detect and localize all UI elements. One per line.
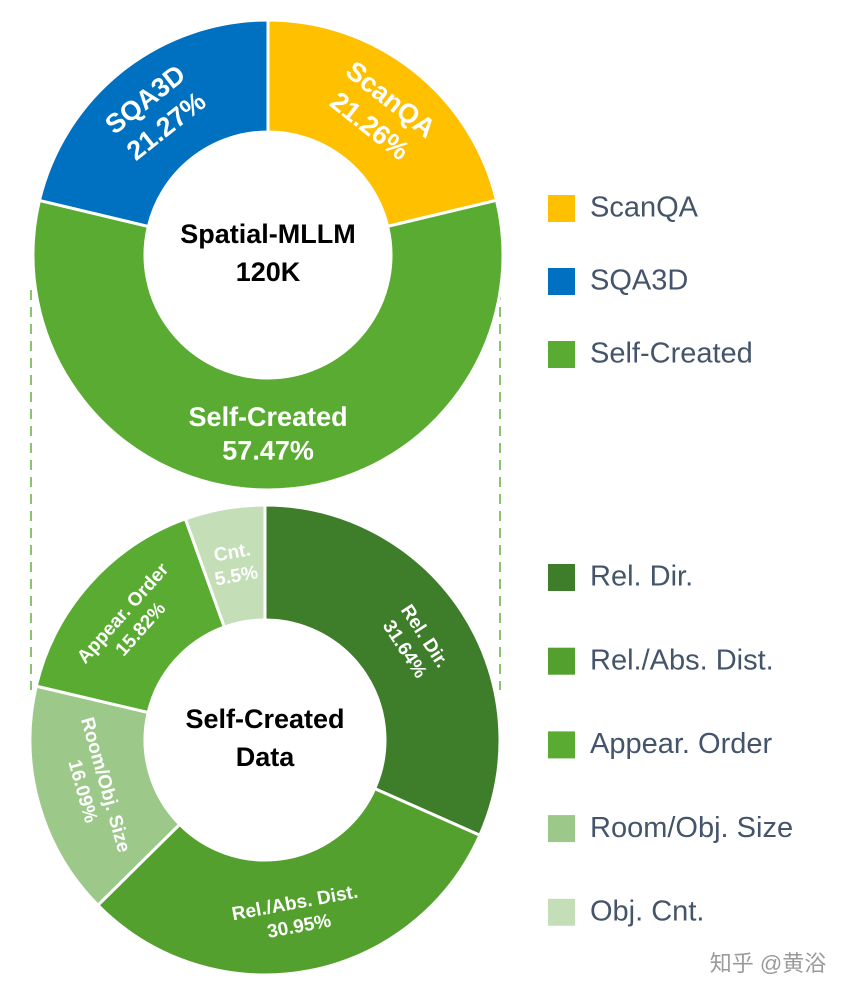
legend-label: Self-Created [590, 338, 753, 370]
donut-slice [183, 503, 267, 630]
legend-swatch [548, 268, 575, 295]
legend-label: Room/Obj. Size [590, 812, 793, 844]
center-label: Self-Created [185, 704, 344, 734]
legend-swatch [548, 898, 575, 926]
legend-label: Obj. Cnt. [590, 895, 704, 927]
legend-swatch [548, 647, 575, 675]
donut-slice [34, 516, 227, 715]
legend-label: Rel. Dir. [590, 561, 693, 593]
slice-value: 57.47% [222, 436, 314, 466]
legend-label: Appear. Order [590, 728, 772, 760]
donut-slice [28, 684, 182, 908]
donut-slice [263, 503, 502, 838]
legend-label: SQA3D [590, 265, 688, 297]
slice-label: Self-Created 57.47% [189, 402, 348, 466]
legend-swatch [548, 341, 575, 368]
slice-name: Self-Created [189, 402, 348, 432]
donut-slice [95, 786, 482, 977]
donut-slice [31, 198, 505, 492]
center-label: Data [236, 742, 296, 772]
legend-swatch [548, 731, 575, 759]
center-label: 120K [236, 257, 301, 287]
donut-slice [266, 18, 499, 229]
watermark: 知乎 @黄浴 [710, 951, 826, 976]
legend-swatch [548, 815, 575, 843]
legend-swatch [548, 564, 575, 591]
legend-swatch [548, 195, 575, 222]
center-label: Spatial-MLLM [180, 219, 356, 249]
legend-label: Rel./Abs. Dist. [590, 644, 774, 676]
donut-slice [37, 18, 270, 229]
legend-label: ScanQA [590, 192, 699, 224]
